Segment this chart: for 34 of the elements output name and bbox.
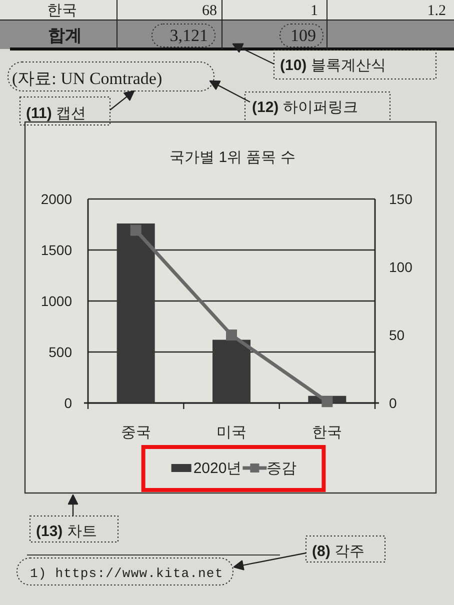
y-tick-label: 500 [48,344,72,360]
text: (11) 캡션 [26,105,86,122]
x-tick-label: 중국 [120,424,151,441]
text: 3,121 [170,26,208,45]
text: (10) 블록계산식 [280,57,386,74]
text: 합계 [48,26,82,45]
y2-tick-label: 50 [389,327,405,343]
chart-title: 국가별 1위 품목 수 [170,149,296,166]
text: 1) https://www.kita.net [30,566,224,581]
text: 68 [202,3,217,19]
legend-label: 증감 [266,460,297,477]
bar [212,340,250,403]
legend-label: 2020년 [193,460,242,477]
point [322,396,333,408]
y-tick-label: 1000 [40,293,72,309]
point [130,224,142,236]
y2-tick-label: 0 [389,395,397,411]
bar [116,223,155,403]
text: 한국 [47,2,77,19]
text: (13) 차트 [36,523,97,540]
y-tick-label: 2000 [40,191,72,207]
text: 1.2 [427,3,446,19]
text: 1 [310,3,318,19]
y-tick-label: 0 [64,395,72,411]
text: (8) 각주 [312,543,365,560]
x-tick-label: 한국 [312,424,342,441]
y2-tick-label: 150 [389,191,413,207]
point [226,330,237,340]
text: (12) 하이퍼링크 [252,99,358,116]
y-tick-label: 1500 [40,242,72,258]
text: (자료: UN Comtrade) [12,69,162,88]
text: 109 [290,26,316,45]
y2-tick-label: 100 [389,259,413,275]
x-tick-label: 미국 [216,424,246,441]
